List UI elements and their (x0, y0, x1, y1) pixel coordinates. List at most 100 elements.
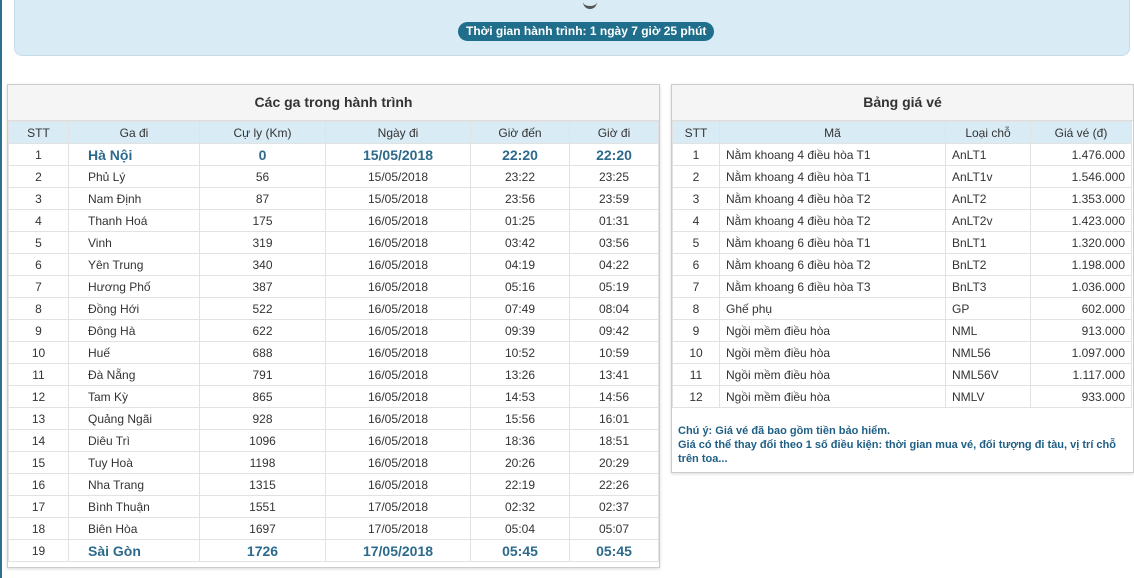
price-row: 7 Nằm khoang 6 điều hòa T3 BnLT3 1.036.000 (672, 275, 1132, 298)
station-departure-time: 22:20 (569, 143, 659, 166)
station-date: 16/05/2018 (325, 363, 471, 386)
station-departure-time: 18:51 (569, 429, 659, 452)
station-departure-time: 09:42 (569, 319, 659, 342)
left-edge-rule (0, 0, 2, 578)
station-departure-time: 02:37 (569, 495, 659, 518)
price-row: 10 Ngồi mềm điều hòa NML56 1.097.000 (672, 341, 1132, 364)
station-index: 11 (8, 363, 69, 386)
station-name: Sài Gòn (68, 539, 200, 562)
ticket-price: 602.000 (1030, 297, 1132, 320)
price-index: 4 (672, 209, 720, 232)
seat-class-name: Ngồi mềm điều hòa (719, 385, 946, 408)
station-departure-time: 03:56 (569, 231, 659, 254)
station-row: 8 Đồng Hới 522 16/05/2018 07:49 08:04 (8, 297, 659, 320)
ticket-price: 1.097.000 (1030, 341, 1132, 364)
station-departure-time: 05:45 (569, 539, 659, 562)
stations-header-row: STT Ga đi Cự ly (Km) Ngày đi Giờ đến Giờ đi (8, 121, 659, 144)
ticket-price: 1.476.000 (1030, 143, 1132, 166)
station-date: 15/05/2018 (325, 143, 471, 166)
station-row: 12 Tam Kỳ 865 16/05/2018 14:53 14:56 (8, 385, 659, 408)
station-index: 9 (8, 319, 69, 342)
station-index: 10 (8, 341, 69, 364)
station-name: Yên Trung (68, 253, 200, 276)
station-index: 1 (8, 143, 69, 166)
price-row: 2 Nằm khoang 4 điều hòa T1 AnLT1v 1.546.000 (672, 165, 1132, 188)
price-row: 6 Nằm khoang 6 điều hòa T2 BnLT2 1.198.000 (672, 253, 1132, 276)
station-distance: 1726 (199, 539, 326, 562)
station-arrival-time: 14:53 (470, 385, 570, 408)
price-row: 11 Ngồi mềm điều hòa NML56V 1.117.000 (672, 363, 1132, 386)
ticket-price: 1.036.000 (1030, 275, 1132, 298)
station-distance: 1697 (199, 517, 326, 540)
station-index: 2 (8, 165, 69, 188)
station-arrival-time: 13:26 (470, 363, 570, 386)
station-name: Hương Phố (68, 275, 200, 298)
station-name: Biên Hòa (68, 517, 200, 540)
column-header: Ga đi (68, 121, 200, 144)
collapse-handle-icon[interactable] (583, 0, 597, 9)
station-index: 13 (8, 407, 69, 430)
station-row: 14 Diêu Trì 1096 16/05/2018 18:36 18:51 (8, 429, 659, 452)
seat-class-name: Nằm khoang 4 điều hòa T2 (719, 187, 946, 210)
station-distance: 791 (199, 363, 326, 386)
seat-class-code: BnLT2 (945, 253, 1031, 276)
station-name: Nha Trang (68, 473, 200, 496)
station-row: 3 Nam Định 87 15/05/2018 23:56 23:59 (8, 187, 659, 210)
prices-table: STT Mã Loại chỗ Giá vé (đ) 1 Nằm khoang 4 đi… (672, 121, 1132, 408)
station-name: Bình Thuận (68, 495, 200, 518)
station-index: 12 (8, 385, 69, 408)
station-row: 18 Biên Hòa 1697 17/05/2018 05:04 05:07 (8, 517, 659, 540)
station-departure-time: 20:29 (569, 451, 659, 474)
station-date: 16/05/2018 (325, 275, 471, 298)
ticket-price: 1.198.000 (1030, 253, 1132, 276)
price-row: 8 Ghế phụ GP 602.000 (672, 297, 1132, 320)
stations-panel: Các ga trong hành trình STT Ga đi Cự ly (K… (7, 84, 660, 568)
column-header: Cự ly (Km) (199, 121, 326, 144)
seat-class-code: NMLV (945, 385, 1031, 408)
station-date: 16/05/2018 (325, 429, 471, 452)
station-index: 6 (8, 253, 69, 276)
station-row: 15 Tuy Hoà 1198 16/05/2018 20:26 20:29 (8, 451, 659, 474)
station-date: 17/05/2018 (325, 517, 471, 540)
station-date: 16/05/2018 (325, 407, 471, 430)
seat-class-name: Ngồi mềm điều hòa (719, 319, 946, 342)
station-name: Vinh (68, 231, 200, 254)
station-arrival-time: 20:26 (470, 451, 570, 474)
station-index: 14 (8, 429, 69, 452)
price-index: 9 (672, 319, 720, 342)
price-row: 3 Nằm khoang 4 điều hòa T2 AnLT2 1.353.000 (672, 187, 1132, 210)
station-row: 10 Huế 688 16/05/2018 10:52 10:59 (8, 341, 659, 364)
column-header: Giờ đến (470, 121, 570, 144)
price-index: 8 (672, 297, 720, 320)
station-arrival-time: 22:19 (470, 473, 570, 496)
station-arrival-time: 15:56 (470, 407, 570, 430)
station-departure-time: 08:04 (569, 297, 659, 320)
station-date: 16/05/2018 (325, 385, 471, 408)
station-distance: 1096 (199, 429, 326, 452)
seat-class-code: NML56 (945, 341, 1031, 364)
station-departure-time: 14:56 (569, 385, 659, 408)
seat-class-name: Nằm khoang 4 điều hòa T1 (719, 165, 946, 188)
price-row: 9 Ngồi mềm điều hòa NML 913.000 (672, 319, 1132, 342)
price-index: 10 (672, 341, 720, 364)
station-arrival-time: 02:32 (470, 495, 570, 518)
column-header: Giá vé (đ) (1030, 121, 1132, 144)
station-row: 6 Yên Trung 340 16/05/2018 04:19 04:22 (8, 253, 659, 276)
station-arrival-time: 09:39 (470, 319, 570, 342)
station-departure-time: 04:22 (569, 253, 659, 276)
price-row: 12 Ngồi mềm điều hòa NMLV 933.000 (672, 385, 1132, 408)
station-index: 5 (8, 231, 69, 254)
price-index: 7 (672, 275, 720, 298)
column-header: Giờ đi (569, 121, 659, 144)
station-distance: 688 (199, 341, 326, 364)
station-departure-time: 23:59 (569, 187, 659, 210)
station-row: 5 Vinh 319 16/05/2018 03:42 03:56 (8, 231, 659, 254)
station-departure-time: 22:26 (569, 473, 659, 496)
station-date: 16/05/2018 (325, 253, 471, 276)
station-arrival-time: 18:36 (470, 429, 570, 452)
station-index: 19 (8, 539, 69, 562)
price-index: 2 (672, 165, 720, 188)
station-name: Hà Nội (68, 143, 200, 166)
price-index: 3 (672, 187, 720, 210)
station-date: 16/05/2018 (325, 231, 471, 254)
